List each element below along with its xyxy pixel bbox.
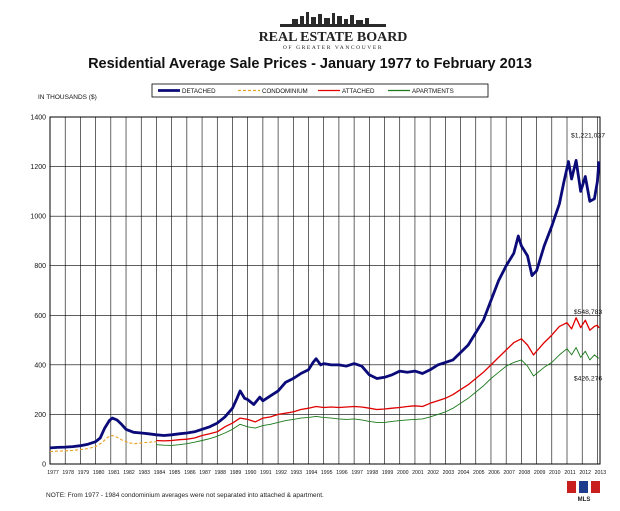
legend-label-apartments: APARTMENTS <box>412 88 454 95</box>
x-tick-label: 1989 <box>230 470 242 476</box>
y-axis-label: IN THOUSANDS ($) <box>38 94 97 101</box>
x-tick-label: 2003 <box>443 470 455 476</box>
x-tick-label: 1977 <box>47 470 59 476</box>
y-tick-label: 1200 <box>30 164 46 171</box>
x-tick-label: 1995 <box>321 470 333 476</box>
x-tick-label: 1987 <box>199 470 211 476</box>
x-tick-label: 1992 <box>275 470 287 476</box>
y-tick-label: 1400 <box>30 115 46 122</box>
x-tick-label: 1984 <box>154 470 166 476</box>
mls-icon <box>567 481 576 493</box>
x-tick-label: 2010 <box>549 470 561 476</box>
x-tick-label: 2012 <box>579 470 591 476</box>
end-label-attached: $548,783 <box>574 309 603 316</box>
mls-logo: MLS <box>567 481 600 503</box>
footnote: NOTE: From 1977 - 1984 condominium avera… <box>46 492 324 499</box>
legend-label-attached: ATTACHED <box>342 88 375 95</box>
y-tick-label: 600 <box>34 313 46 320</box>
x-tick-label: 1986 <box>184 470 196 476</box>
y-tick-label: 1000 <box>30 214 46 221</box>
x-tick-label: 1983 <box>138 470 150 476</box>
grid-lines <box>50 117 600 464</box>
x-tick-label: 2002 <box>427 470 439 476</box>
x-tick-label: 2013 <box>595 470 607 476</box>
y-tick-label: 400 <box>34 362 46 369</box>
x-tick-label: 1994 <box>306 470 318 476</box>
series-line-attached <box>156 317 600 442</box>
real-estate-board-logo: REAL ESTATE BOARD OF GREATER VANCOUVER <box>259 12 408 51</box>
x-tick-label: 1999 <box>382 470 394 476</box>
legend-label-condominium: CONDOMINIUM <box>262 88 308 95</box>
x-tick-label: 2011 <box>564 470 575 476</box>
chart-legend: DETACHED CONDOMINIUM ATTACHED APARTMENTS <box>151 83 489 98</box>
x-tick-label: 2007 <box>503 470 515 476</box>
x-tick-label: 1993 <box>291 470 303 476</box>
y-axis-ticks: 0 200 400 600 800 1000 1200 1400 <box>30 115 46 469</box>
x-tick-label: 1998 <box>367 470 379 476</box>
series-line-detached <box>49 159 601 450</box>
y-tick-label: 800 <box>34 263 46 270</box>
chart-title: Residential Average Sale Prices - Januar… <box>88 56 532 72</box>
x-tick-label: 1990 <box>245 470 257 476</box>
x-tick-label: 2004 <box>458 470 470 476</box>
series-line-apartments <box>156 347 600 446</box>
city-skyline-icon <box>280 12 386 27</box>
x-tick-label: 1988 <box>214 470 226 476</box>
logo-name: REAL ESTATE BOARD <box>259 30 408 45</box>
x-tick-label: 2000 <box>397 470 409 476</box>
legend-label-detached: DETACHED <box>182 88 216 95</box>
x-tick-label: 1991 <box>260 470 272 476</box>
x-tick-label: 2009 <box>534 470 546 476</box>
series-line-condominium <box>49 434 157 453</box>
x-tick-label: 1982 <box>123 470 135 476</box>
x-tick-label: 1997 <box>351 470 363 476</box>
x-axis-ticks: 1977 1978 1979 1980 1981 1982 1983 1984 1985 1986… <box>47 470 606 476</box>
plot-area <box>49 116 601 465</box>
y-tick-label: 200 <box>34 412 46 419</box>
x-tick-label: 1979 <box>78 470 90 476</box>
y-tick-label: 0 <box>42 462 46 469</box>
x-tick-label: 1985 <box>169 470 181 476</box>
logo-subtitle: OF GREATER VANCOUVER <box>283 45 383 51</box>
mls-icon-2 <box>579 481 588 493</box>
x-tick-label: 2006 <box>488 470 500 476</box>
x-tick-label: 1978 <box>62 470 74 476</box>
mls-text: MLS <box>578 497 591 503</box>
mls-icon-3 <box>591 481 600 493</box>
series-lines <box>49 159 601 453</box>
x-tick-label: 1996 <box>336 470 348 476</box>
x-tick-label: 2008 <box>519 470 531 476</box>
end-value-labels: $1,221,037 $548,783 $426,276 <box>571 132 605 382</box>
x-tick-label: 2005 <box>473 470 485 476</box>
x-tick-label: 1981 <box>108 470 120 476</box>
x-tick-label: 2001 <box>412 470 424 476</box>
price-chart: DETACHED CONDOMINIUM ATTACHED APARTMENTS IN… <box>30 83 606 476</box>
x-tick-label: 1980 <box>93 470 105 476</box>
end-label-apartments: $426,276 <box>574 375 603 382</box>
end-label-detached: $1,221,037 <box>571 132 605 139</box>
